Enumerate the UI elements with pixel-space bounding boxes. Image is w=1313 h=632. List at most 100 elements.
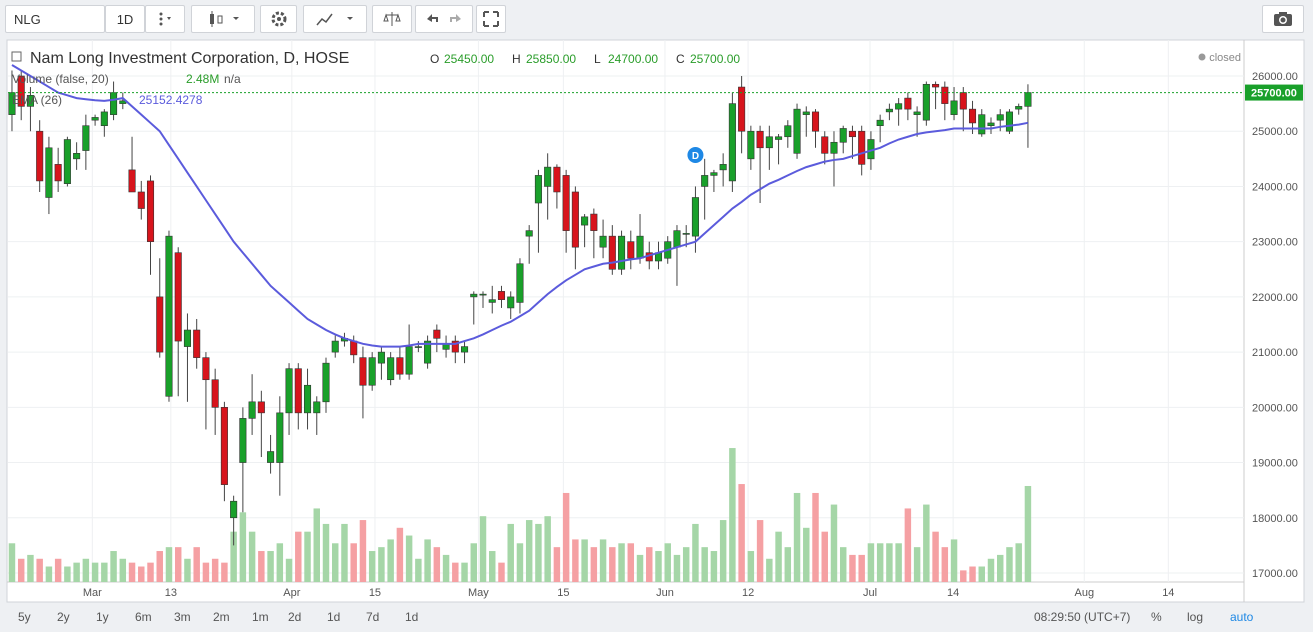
candle-body (128, 169, 136, 193)
range-button[interactable]: 1m (252, 610, 269, 624)
volume-bar (221, 562, 228, 582)
y-tick-label: 22000.00 (1252, 292, 1298, 304)
candle-body (562, 175, 570, 231)
range-button[interactable]: 2m (213, 610, 230, 624)
volume-bar (1015, 543, 1022, 582)
interval-menu[interactable] (145, 5, 185, 33)
x-tick-label: Jun (656, 587, 674, 599)
ohlc-label: O (430, 52, 439, 66)
candle-body (276, 412, 284, 463)
candle-body (137, 191, 145, 209)
volume-bar (387, 539, 394, 582)
volume-bar (867, 543, 875, 582)
candle-body (193, 329, 201, 358)
indicators-button[interactable] (303, 5, 367, 33)
volume-bar (784, 547, 792, 582)
volume-bar (821, 531, 828, 582)
volume-bar (295, 531, 302, 582)
candle-body (17, 75, 25, 107)
y-tick-label: 17000.00 (1252, 568, 1298, 580)
collapse-icon[interactable] (11, 51, 22, 62)
ohlc-value: 25850.00 (526, 52, 576, 66)
candle-body (932, 83, 940, 88)
volume-bar (184, 558, 191, 582)
candle-body (1015, 106, 1023, 110)
volume-bar (618, 543, 625, 582)
ema-legend: EMA (26) (12, 93, 62, 107)
volume-bar (886, 543, 893, 582)
volume-bar (904, 508, 912, 582)
candle-body (377, 351, 385, 364)
volume-bar (516, 543, 524, 582)
range-button[interactable]: 6m (135, 610, 152, 624)
volume-extra: n/a (224, 72, 241, 86)
volume-bar (54, 558, 62, 582)
volume-bar (830, 504, 838, 582)
fullscreen-button[interactable] (476, 5, 506, 33)
candle-body (618, 235, 626, 270)
volume-bar (950, 539, 958, 582)
ohlc-value: 25700.00 (690, 52, 740, 66)
x-tick-label: 14 (1162, 587, 1174, 599)
volume-bar (756, 520, 764, 582)
snapshot-button[interactable] (1262, 5, 1304, 33)
y-tick-label: 24000.00 (1252, 181, 1298, 193)
candle-body (257, 401, 265, 414)
range-button[interactable]: 1d (405, 610, 419, 624)
interval-button[interactable]: 1D (105, 5, 145, 33)
x-tick-label: Aug (1074, 587, 1094, 599)
volume-bar (415, 558, 422, 582)
compare-button[interactable] (372, 5, 412, 33)
candle-body (534, 175, 542, 204)
volume-bar (461, 562, 468, 582)
undo-redo[interactable] (415, 5, 473, 33)
x-tick-label: 13 (165, 587, 177, 599)
range-button[interactable]: 2y (57, 610, 70, 624)
volume-bar (525, 520, 533, 582)
volume-bar (581, 539, 588, 582)
candle-body (479, 293, 487, 296)
chart: 25700.00 D Nam Long Investment Corporatio… (6, 39, 1305, 603)
candle-body (433, 329, 441, 339)
volume-bar (692, 523, 699, 582)
candle-body (839, 128, 847, 143)
volume-bar (590, 547, 598, 582)
x-tick-label: 12 (742, 587, 754, 599)
volume-bar (849, 554, 856, 582)
candle-body (405, 346, 413, 375)
range-button[interactable]: 1y (96, 610, 109, 624)
candle-body (202, 357, 210, 381)
ohlc-label: H (512, 52, 521, 66)
range-button[interactable]: 1d (327, 610, 341, 624)
range-button[interactable]: 5y (18, 610, 31, 624)
volume-bar (987, 558, 995, 582)
log-toggle[interactable]: log (1187, 610, 1204, 624)
range-button[interactable]: 7d (366, 610, 380, 624)
chart-style-button[interactable] (191, 5, 255, 33)
candle-body (359, 357, 367, 386)
auto-toggle[interactable]: auto (1230, 610, 1254, 624)
symbol-input[interactable]: NLG (5, 5, 105, 33)
percent-toggle[interactable]: % (1151, 610, 1162, 624)
candle-body (553, 166, 561, 193)
ema-value: 25152.4278 (139, 93, 203, 107)
clock: 08:29:50 (UTC+7) (1034, 610, 1131, 624)
ohlc-value: 25450.00 (444, 52, 494, 66)
volume-bar (535, 523, 542, 582)
candle-body (802, 111, 810, 115)
volume-bar (572, 539, 579, 582)
range-button[interactable]: 2d (288, 610, 302, 624)
settings-button[interactable] (260, 5, 297, 33)
x-tick-label: 15 (557, 587, 569, 599)
volume-bar (839, 547, 847, 582)
candle-body (719, 164, 727, 171)
y-tick-label: 19000.00 (1252, 458, 1298, 470)
range-button[interactable]: 3m (174, 610, 191, 624)
volume-bar (1006, 547, 1013, 582)
candle-body (636, 235, 644, 259)
candle-body (285, 368, 293, 414)
volume-bar (470, 543, 478, 582)
volume-bar (553, 547, 561, 582)
candle-body (497, 291, 506, 300)
